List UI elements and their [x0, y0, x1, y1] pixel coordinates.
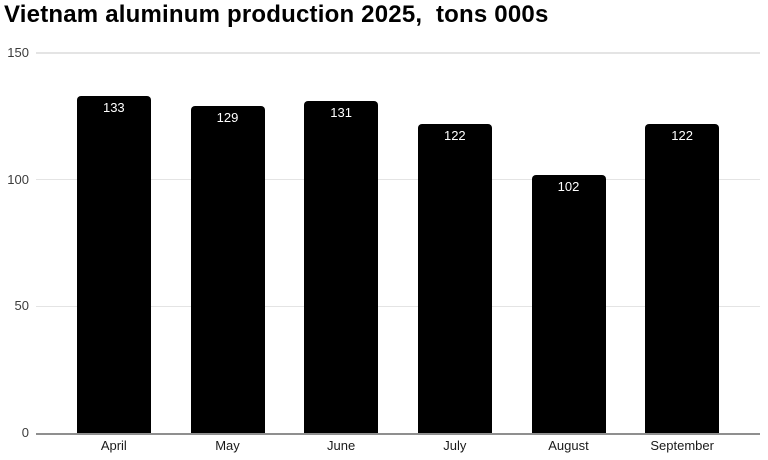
bar-september: 122: [645, 123, 720, 433]
x-label-june: June: [327, 438, 356, 453]
x-label-april: April: [100, 438, 127, 453]
y-tick-label-150: 150: [7, 45, 29, 60]
bar-august: 102: [531, 174, 606, 433]
y-tick-label-0: 0: [21, 425, 29, 440]
gridline-150: [36, 52, 760, 54]
bar-value-label-june: 131: [330, 105, 352, 121]
bar-value-label-april: 133: [102, 100, 125, 116]
bar-value-label-august: 102: [557, 178, 580, 194]
gridline-50: [36, 305, 760, 308]
bar-may: 129: [190, 106, 265, 433]
bar-july: 122: [417, 123, 492, 433]
bar-value-label-july: 122: [443, 127, 466, 143]
x-axis-line: [36, 432, 760, 435]
bar-value-label-september: 122: [671, 127, 693, 143]
y-tick-label-100: 100: [7, 171, 29, 187]
y-tick-label-50: 50: [14, 298, 29, 314]
x-label-september: September: [650, 438, 714, 453]
gridline-100: [36, 178, 760, 181]
bar-april: 133: [76, 96, 151, 433]
bar-value-label-may: 129: [216, 110, 239, 126]
x-label-may: May: [215, 438, 240, 453]
x-label-july: July: [443, 438, 467, 453]
x-label-august: August: [548, 438, 589, 453]
chart-title: Vietnam aluminum production 2025, tons 0…: [4, 1, 549, 28]
bar-june: 131: [304, 101, 379, 433]
